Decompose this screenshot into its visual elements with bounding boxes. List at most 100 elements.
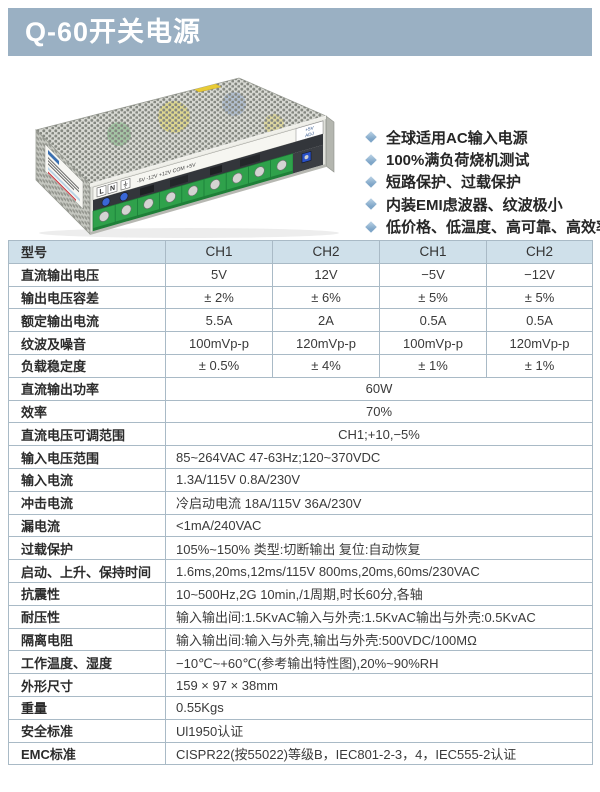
spec-row: 耐压性 输入输出间:1.5KvAC输入与外壳:1.5KvAC输出与外壳:0.5Kv… bbox=[8, 604, 593, 629]
spec-value-cell: ± 5% bbox=[486, 285, 593, 310]
spec-label-cell: 启动、上升、保持时间 bbox=[8, 559, 166, 583]
spec-label-cell: 漏电流 bbox=[8, 513, 166, 538]
diamond-bullet-icon bbox=[365, 176, 377, 188]
spec-value-cell: 85~264VAC 47-63Hz;120~370VDC bbox=[165, 445, 593, 469]
spec-value-cell: 159 × 97 × 38mm bbox=[165, 673, 593, 697]
spec-header-label: 型号 bbox=[8, 240, 166, 264]
spec-value-cell: 输入输出间:1.5KvAC输入与外壳:1.5KvAC输出与外壳:0.5KvAC bbox=[165, 604, 593, 629]
spec-value-cell: ± 1% bbox=[379, 353, 487, 378]
spec-label-cell: 工作温度、湿度 bbox=[8, 650, 166, 675]
case-right-face bbox=[325, 115, 335, 173]
diamond-bullet-icon bbox=[365, 198, 377, 211]
spec-value-cell: −5V bbox=[379, 262, 487, 287]
feature-text: 内装EMI虑波器、纹波极小 bbox=[386, 196, 563, 214]
diamond-bullet-icon bbox=[365, 220, 377, 233]
spec-value-cell: 5.5A bbox=[165, 308, 273, 333]
spec-label-cell: 安全标准 bbox=[8, 718, 166, 743]
feature-text: 低价格、低温度、高可靠、高效率 bbox=[386, 219, 600, 237]
terminal-block bbox=[92, 153, 294, 232]
spec-value-cell: 12V bbox=[272, 262, 380, 287]
spec-label-cell: 输出电压容差 bbox=[8, 285, 166, 310]
terminal-label-L: L bbox=[99, 187, 104, 196]
spec-row: 漏电流 <1mA/240VAC bbox=[8, 513, 593, 538]
svg-text:ADJ: ADJ bbox=[305, 131, 314, 138]
spec-value-cell: Ul1950认证 bbox=[165, 718, 593, 743]
photo-shadow bbox=[39, 228, 339, 238]
spec-label-cell: 效率 bbox=[8, 399, 166, 424]
spec-label-cell: 输入电流 bbox=[8, 467, 166, 492]
spec-value-cell: 100mVp-p bbox=[165, 331, 273, 355]
feature-item: 100%满负荷烧机测试 bbox=[365, 148, 600, 170]
spec-label-cell: 过载保护 bbox=[8, 536, 166, 561]
case-top-face bbox=[35, 77, 328, 185]
spec-row: 负载稳定度 ± 0.5% ± 4% ± 1% ± 1% bbox=[8, 353, 593, 378]
spec-value-cell: ± 4% bbox=[272, 353, 380, 378]
spec-header-col: CH2 bbox=[486, 240, 593, 264]
case-front-face: L N -5V -12V +12V COM +5V +5V ADJ bbox=[89, 115, 327, 235]
spec-value-cell: 5V bbox=[165, 262, 273, 287]
spec-row: 直流输出电压 5V 12V −5V −12V bbox=[8, 262, 593, 287]
spec-label-cell: 输入电压范围 bbox=[8, 445, 166, 469]
spec-value-cell: 0.5A bbox=[486, 308, 593, 333]
spec-value-cell: ± 2% bbox=[165, 285, 273, 310]
spec-row: 输入电流 1.3A/115V 0.8A/230V bbox=[8, 467, 593, 492]
spec-header-col: CH1 bbox=[165, 240, 273, 264]
page-banner: Q-60开关电源 bbox=[8, 8, 592, 56]
terminal-label-N: N bbox=[110, 184, 115, 193]
spec-label-cell: 直流输出电压 bbox=[8, 262, 166, 287]
terminal-screws bbox=[99, 159, 287, 222]
spec-row: 直流电压可调范围 CH1;+10,−5% bbox=[8, 422, 593, 447]
spec-row: 输入电压范围 85~264VAC 47-63Hz;120~370VDC bbox=[8, 445, 593, 469]
spec-table: 型号 CH1 CH2 CH1 CH2 直流输出电压 5V 12V −5V −12V 输出电压容差 ± … bbox=[8, 240, 593, 766]
features-list: 全球适用AC输入电源 100%满负荷烧机测试 短路保护、过载保护内装EMI虑波器、纹… bbox=[365, 126, 600, 238]
spec-row: 冲击电流 冷启动电流 18A/115V 36A/230V bbox=[8, 490, 593, 515]
spec-value-cell: 0.55Kgs bbox=[165, 695, 593, 720]
spec-value-cell: ± 0.5% bbox=[165, 353, 273, 378]
feature-text: 全球适用AC输入电源 bbox=[386, 129, 528, 147]
product-section: L N -5V -12V +12V COM +5V +5V ADJ bbox=[8, 56, 600, 240]
spec-value-cell: 120mVp-p bbox=[272, 331, 380, 355]
spec-value-cell: 10~500Hz,2G 10min,/1周期,时长60分,各轴 bbox=[165, 581, 593, 606]
spec-label-cell: 冲击电流 bbox=[8, 490, 166, 515]
spec-value-cell: −12V bbox=[486, 262, 593, 287]
svg-text:+5V: +5V bbox=[305, 125, 314, 133]
feature-item: 内装EMI虑波器、纹波极小 bbox=[365, 193, 600, 215]
spec-value-cell: 120mVp-p bbox=[486, 331, 593, 355]
ground-icon bbox=[123, 181, 128, 188]
spec-label-cell: 直流输出功率 bbox=[8, 376, 166, 401]
feature-item: 短路保护、过载保护 bbox=[365, 171, 600, 193]
spec-row: 额定输出电流 5.5A 2A 0.5A 0.5A bbox=[8, 308, 593, 333]
spec-label-cell: 外形尺寸 bbox=[8, 673, 166, 697]
feature-item: 全球适用AC输入电源 bbox=[365, 126, 600, 148]
case-left-face bbox=[35, 129, 91, 235]
spec-row: EMC标准 CISPR22(按55022)等级B，IEC801-2-3，4，IEC… bbox=[8, 741, 593, 766]
spec-row: 安全标准 Ul1950认证 bbox=[8, 718, 593, 743]
spec-value-cell: 1.3A/115V 0.8A/230V bbox=[165, 467, 593, 492]
feature-text: 100%满负荷烧机测试 bbox=[386, 152, 530, 170]
spec-label-cell: 重量 bbox=[8, 695, 166, 720]
spec-value-cell: ± 6% bbox=[272, 285, 380, 310]
feature-text: 短路保护、过载保护 bbox=[386, 174, 522, 192]
spec-label-cell: 抗震性 bbox=[8, 581, 166, 606]
product-spec-label bbox=[44, 143, 84, 210]
page-title: Q-60开关电源 bbox=[25, 17, 202, 47]
spec-header-col: CH2 bbox=[272, 240, 380, 264]
spec-row: 外形尺寸 159 × 97 × 38mm bbox=[8, 673, 593, 697]
spec-row: 启动、上升、保持时间 1.6ms,20ms,12ms/115V 800ms,20m… bbox=[8, 559, 593, 583]
pcb-band bbox=[93, 133, 323, 212]
spec-label-cell: 负载稳定度 bbox=[8, 353, 166, 378]
spec-row: 直流输出功率 60W bbox=[8, 376, 593, 401]
spec-row: 重量 0.55Kgs bbox=[8, 695, 593, 720]
spec-header-row: 型号 CH1 CH2 CH1 CH2 bbox=[8, 240, 593, 264]
spec-value-cell: 冷启动电流 18A/115V 36A/230V bbox=[165, 490, 593, 515]
spec-row: 纹波及噪音 100mVp-p 120mVp-p 100mVp-p 120mVp-p bbox=[8, 331, 593, 355]
spec-row: 过载保护 105%~150% 类型:切断输出 复位:自动恢复 bbox=[8, 536, 593, 561]
product-photo-power-supply: L N -5V -12V +12V COM +5V +5V ADJ bbox=[35, 77, 339, 238]
spec-value-cell: 0.5A bbox=[379, 308, 487, 333]
spec-value-cell: 2A bbox=[272, 308, 380, 333]
spec-value-cell: 105%~150% 类型:切断输出 复位:自动恢复 bbox=[165, 536, 593, 561]
feature-item: 低价格、低温度、高可靠、高效率 bbox=[365, 216, 600, 238]
spec-header-col: CH1 bbox=[379, 240, 487, 264]
spec-label-cell: 隔离电阻 bbox=[8, 627, 166, 652]
